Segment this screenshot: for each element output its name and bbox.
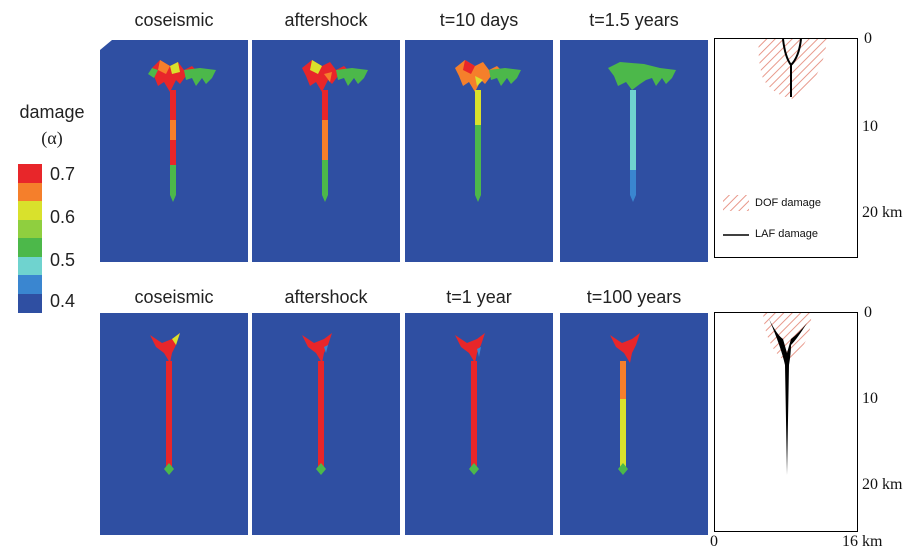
colorbar-swatch: [18, 182, 42, 202]
top-panel-coseismic: [100, 40, 248, 262]
bottom-panel-t1year: [405, 313, 553, 535]
top-depth-profile: DOF damage LAF damage: [714, 38, 858, 258]
bottom-depth-tick-20: 20 km: [862, 476, 903, 493]
colorbar-swatch: [18, 201, 42, 220]
bottom-panel-aftershock: [252, 313, 400, 535]
top-title-coseismic: coseismic: [134, 10, 214, 30]
colorbar-tick-06: 0.6: [50, 207, 76, 227]
colorbar-swatch: [18, 275, 42, 294]
colorbar-swatch: [18, 238, 42, 257]
bottom-title-t100years: t=100 years: [586, 287, 682, 307]
legend-laf-label: LAF damage: [755, 228, 818, 240]
top-title-t10days: t=10 days: [439, 10, 519, 30]
bottom-title-coseismic: coseismic: [134, 287, 214, 307]
bottom-title-aftershock: aftershock: [284, 287, 368, 307]
colorbar-tick-04: 0.4: [50, 291, 76, 311]
bottom-depth-tick-10: 10: [862, 390, 878, 407]
top-depth-tick-20: 20 km: [862, 204, 903, 221]
top-title-aftershock: aftershock: [284, 10, 368, 30]
colorbar-swatch: [18, 219, 42, 239]
colorbar-swatch: [18, 256, 42, 276]
top-panel-t15years: [560, 40, 708, 262]
bottom-x-tick-0: 0: [710, 533, 718, 550]
colorbar: [18, 164, 42, 313]
top-title-t15years: t=1.5 years: [589, 10, 679, 30]
top-depth-tick-0: 0: [864, 30, 872, 47]
legend-dof-label: DOF damage: [755, 197, 822, 209]
top-panel-aftershock: [252, 40, 400, 262]
bottom-x-tick-16: 16 km: [842, 533, 883, 550]
colorbar-swatch: [18, 293, 42, 313]
colorbar-tick-05: 0.5: [50, 250, 76, 270]
colorbar-tick-07: 0.7: [50, 164, 76, 184]
bottom-panel-coseismic: [100, 313, 248, 535]
bottom-depth-profile: [714, 312, 858, 532]
colorbar-symbol: (α): [41, 128, 63, 148]
top-panel-t10days: [405, 40, 553, 262]
bottom-panel-t100years: [560, 313, 708, 535]
bottom-depth-tick-0: 0: [864, 304, 872, 321]
top-depth-tick-10: 10: [862, 118, 878, 135]
colorbar-swatch: [18, 164, 42, 183]
colorbar-title: damage: [19, 102, 85, 122]
bottom-title-t1year: t=1 year: [446, 287, 512, 307]
